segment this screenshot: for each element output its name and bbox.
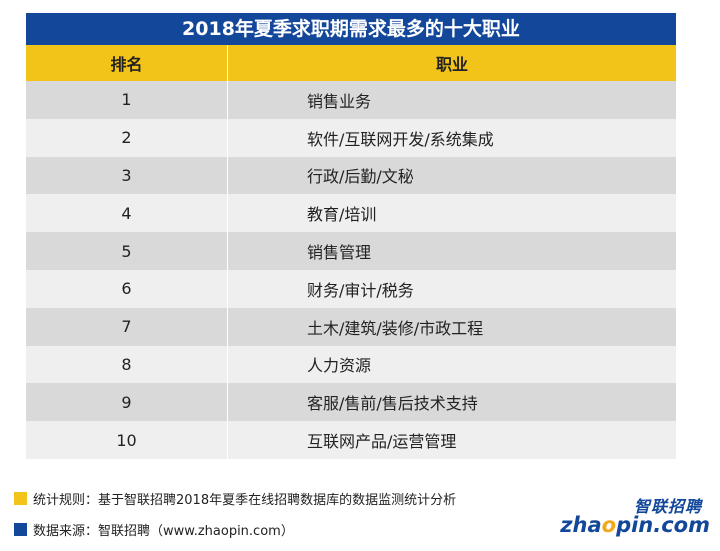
rank-cell: 1	[26, 81, 228, 119]
logo-en-o: o	[601, 513, 617, 537]
table-row: 10 互联网产品/运营管理	[26, 421, 676, 459]
job-cell: 行政/后勤/文秘	[307, 167, 414, 187]
table-row: 8 人力资源	[26, 345, 676, 384]
jobs-table: 2018年夏季求职期需求最多的十大职业 排名 职业 1 销售业务 2 软件/互联…	[26, 13, 676, 459]
table-row: 4 教育/培训	[26, 194, 676, 233]
logo-en-post: pin.com	[616, 513, 710, 537]
table-header: 排名 职业	[26, 45, 676, 81]
job-cell: 互联网产品/运营管理	[307, 432, 457, 452]
blue-square-icon	[14, 522, 27, 536]
yellow-square-icon	[14, 491, 27, 505]
job-cell: 客服/售前/售后技术支持	[307, 394, 478, 414]
header-job: 职业	[435, 55, 468, 74]
logo-english: zhaopin.com	[560, 513, 710, 537]
rank-cell: 9	[26, 383, 228, 422]
job-cell: 销售业务	[307, 91, 372, 111]
rule-text: 统计规则：基于智联招聘2018年夏季在线招聘数据库的数据监测统计分析	[33, 492, 457, 508]
job-cell: 人力资源	[307, 356, 372, 376]
table-row: 2 软件/互联网开发/系统集成	[26, 118, 676, 157]
source-note: 数据来源：智联招聘（www.zhaopin.com）	[14, 519, 456, 539]
table-row: 7 土木/建筑/装修/市政工程	[26, 307, 676, 346]
rank-cell: 8	[26, 345, 228, 384]
logo-en-pre: zha	[560, 513, 602, 537]
table-row: 6 财务/审计/税务	[26, 269, 676, 308]
job-cell: 教育/培训	[307, 205, 377, 225]
header-rank: 排名	[26, 45, 228, 81]
rank-cell: 7	[26, 307, 228, 346]
table-row: 3 行政/后勤/文秘	[26, 156, 676, 195]
rank-cell: 10	[26, 421, 228, 459]
job-cell: 销售管理	[307, 243, 372, 263]
zhaopin-logo: 智联招聘 zhaopin.com	[560, 493, 714, 543]
rank-cell: 4	[26, 194, 228, 233]
table-row: 5 销售管理	[26, 232, 676, 270]
table-row: 1 销售业务	[26, 81, 676, 119]
table-title: 2018年夏季求职期需求最多的十大职业	[26, 13, 676, 45]
rank-cell: 5	[26, 232, 228, 270]
table-row: 9 客服/售前/售后技术支持	[26, 383, 676, 422]
job-cell: 软件/互联网开发/系统集成	[307, 129, 494, 149]
job-cell: 土木/建筑/装修/市政工程	[307, 318, 484, 338]
rank-cell: 3	[26, 156, 228, 195]
logo-chinese: 智联招聘	[633, 497, 702, 516]
footnotes: 统计规则：基于智联招聘2018年夏季在线招聘数据库的数据监测统计分析 数据来源：…	[14, 488, 456, 550]
job-cell: 财务/审计/税务	[307, 280, 414, 300]
source-text: 数据来源：智联招聘（www.zhaopin.com）	[33, 523, 294, 539]
rule-note: 统计规则：基于智联招聘2018年夏季在线招聘数据库的数据监测统计分析	[14, 488, 456, 508]
rank-cell: 2	[26, 118, 228, 157]
rank-cell: 6	[26, 269, 228, 308]
